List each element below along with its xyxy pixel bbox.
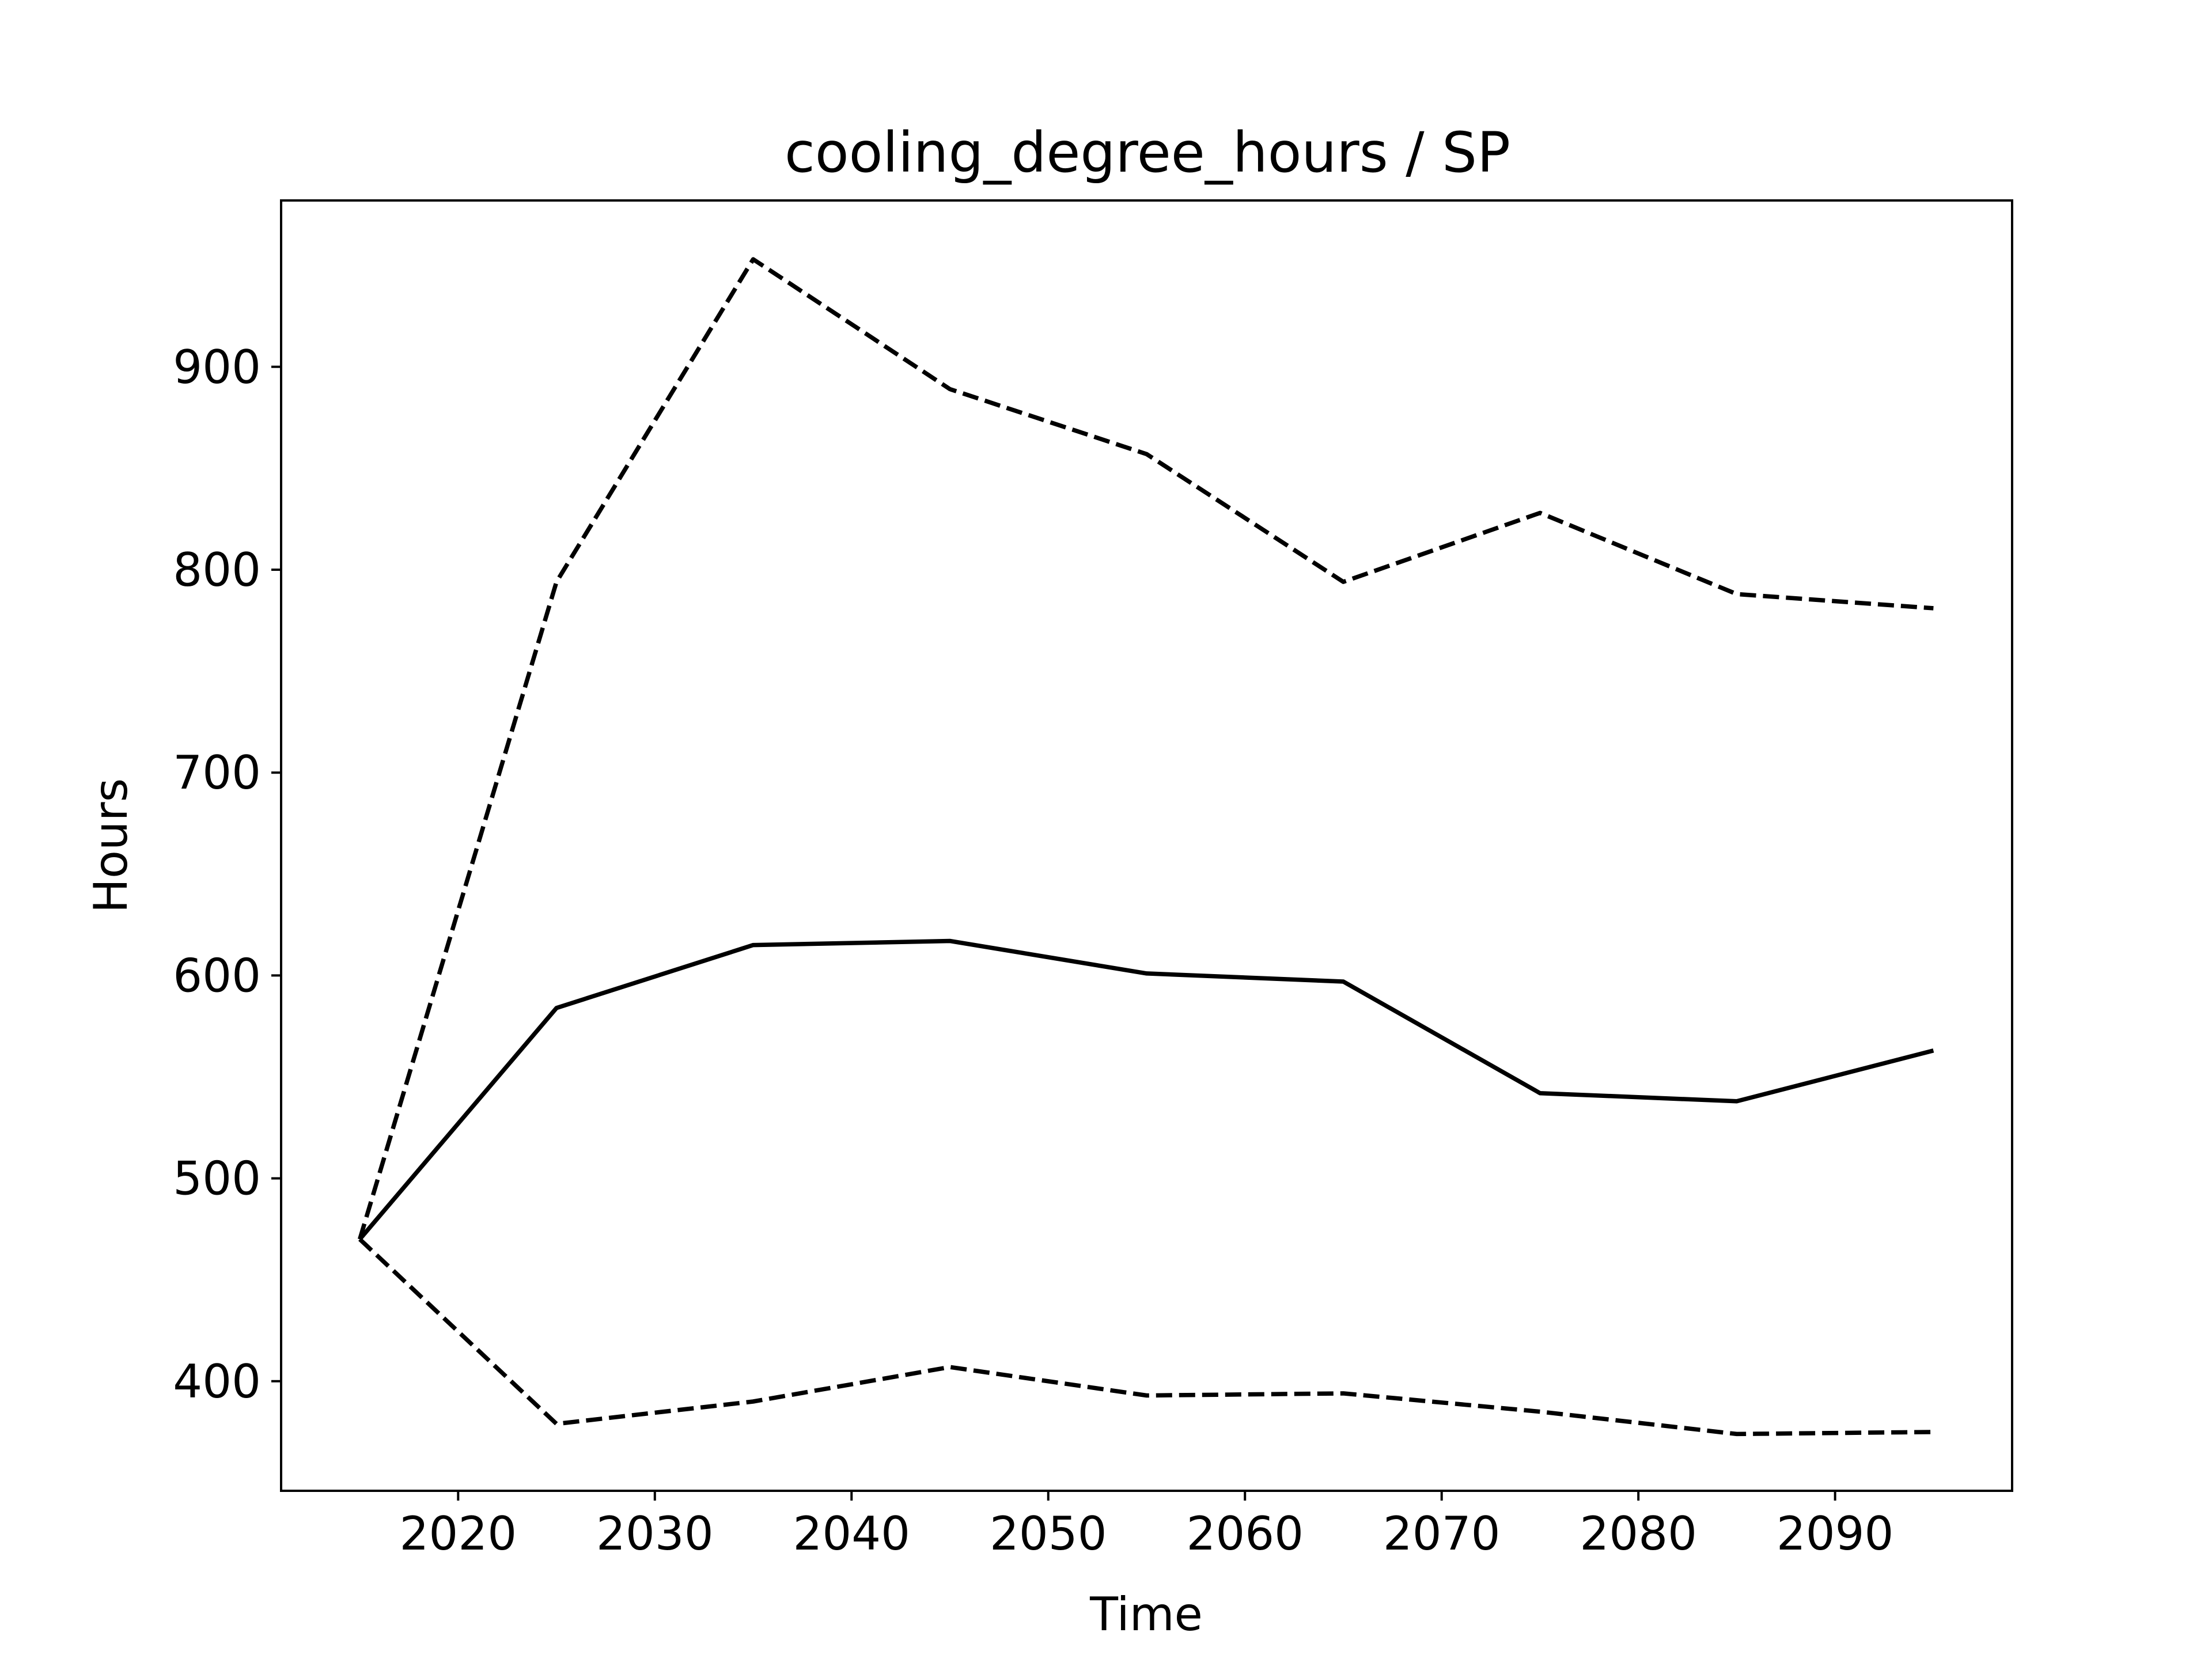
x-tick-label: 2020 <box>400 1507 517 1560</box>
y-axis-label: Hours <box>84 778 138 913</box>
y-tick-label: 800 <box>173 543 261 597</box>
x-tick-label: 2050 <box>990 1507 1107 1560</box>
y-axis-ticks: 400 500 600 700 800 900 <box>173 340 281 1408</box>
x-axis-label: Time <box>1089 1588 1203 1641</box>
y-tick-label: 900 <box>173 340 261 394</box>
x-tick-label: 2080 <box>1580 1507 1697 1560</box>
x-tick-label: 2040 <box>793 1507 910 1560</box>
x-tick-label: 2030 <box>596 1507 714 1560</box>
y-tick-label: 400 <box>173 1355 261 1408</box>
y-tick-label: 700 <box>173 746 261 800</box>
x-axis-ticks: 2020 2030 2040 2050 2060 2070 2080 2090 <box>400 1491 1894 1560</box>
chart-title: cooling_degree_hours / SP <box>785 120 1510 185</box>
y-tick-label: 600 <box>173 949 261 1002</box>
y-tick-label: 500 <box>173 1152 261 1206</box>
x-tick-label: 2060 <box>1186 1507 1304 1560</box>
series-line-2-solid <box>358 938 1934 1241</box>
plot-area <box>358 257 1934 1437</box>
x-tick-label: 2090 <box>1777 1507 1894 1560</box>
x-tick-label: 2070 <box>1383 1507 1501 1560</box>
series-line-1-dashed <box>358 257 1934 1240</box>
series-line-3-dashed <box>358 1237 1934 1437</box>
axes-frame <box>280 199 2013 1492</box>
